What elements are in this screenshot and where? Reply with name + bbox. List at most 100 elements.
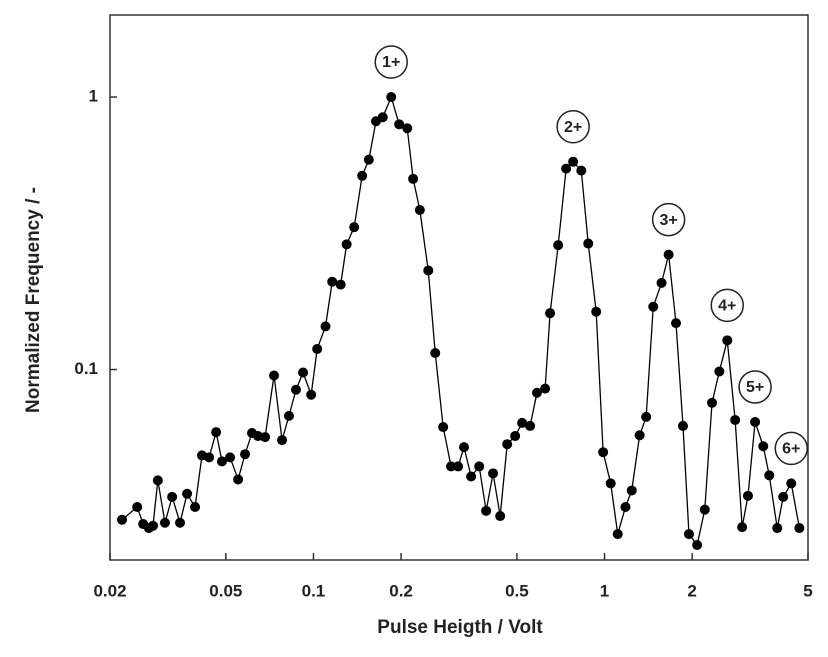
- data-point: [502, 439, 513, 450]
- annotation-circle: [774, 431, 809, 466]
- data-point: [553, 240, 564, 251]
- data-point: [786, 478, 797, 489]
- x-tick-label: 5: [803, 581, 812, 600]
- annotation-circle: [738, 370, 772, 404]
- data-point: [459, 442, 470, 453]
- data-point: [648, 301, 659, 312]
- data-point: [269, 370, 280, 381]
- data-point: [772, 523, 783, 534]
- data-point: [474, 461, 485, 472]
- data-point: [540, 383, 551, 394]
- data-point: [764, 470, 775, 481]
- annotation-circle: [651, 202, 686, 237]
- data-point: [167, 491, 178, 502]
- data-point: [561, 163, 572, 174]
- data-point: [510, 431, 521, 442]
- annotation: 5+: [746, 379, 764, 396]
- x-tick-label: 0.2: [389, 581, 413, 600]
- data-point: [233, 474, 244, 485]
- data-point: [466, 471, 477, 482]
- data-point: [394, 119, 405, 130]
- x-tick-label: 2: [687, 581, 696, 600]
- data-point: [277, 435, 288, 446]
- data-point: [517, 417, 528, 428]
- data-point: [414, 204, 425, 215]
- data-point: [750, 416, 761, 427]
- annotation: 6+: [782, 441, 800, 458]
- data-point: [671, 318, 682, 329]
- x-tick-label: 0.5: [505, 581, 529, 600]
- data-point: [794, 523, 805, 534]
- annotation-circle: [556, 109, 590, 144]
- data-point: [488, 468, 499, 479]
- data-point: [568, 156, 579, 167]
- data-point: [677, 420, 688, 431]
- data-point: [591, 306, 602, 317]
- data-point: [605, 478, 616, 489]
- data-point: [692, 540, 703, 551]
- data-point: [683, 529, 694, 540]
- data-point: [730, 414, 741, 425]
- data-point: [531, 387, 542, 398]
- data-line: [121, 95, 801, 547]
- x-tick-label: 0.05: [209, 581, 242, 600]
- annotation: 3+: [659, 212, 677, 229]
- data-point: [656, 277, 667, 288]
- y-axis-label: Normalized Frequency / -: [23, 187, 44, 413]
- data-point: [453, 461, 464, 472]
- data-point: [190, 501, 201, 512]
- data-point: [576, 165, 587, 176]
- data-point: [626, 485, 637, 496]
- data-point: [204, 452, 215, 463]
- annotation: 4+: [718, 298, 736, 315]
- data-point: [290, 384, 301, 395]
- data-point: [423, 265, 434, 276]
- data-point: [283, 410, 294, 421]
- data-point: [377, 112, 388, 123]
- data-point: [641, 411, 652, 422]
- data-point: [182, 488, 193, 499]
- data-point: [722, 335, 733, 346]
- data-point: [612, 529, 623, 540]
- data-point: [260, 432, 271, 443]
- data-point: [147, 520, 158, 531]
- data-point: [357, 170, 368, 181]
- data-point: [438, 422, 449, 433]
- x-tick-label: 0.1: [302, 581, 326, 600]
- data-point: [386, 92, 397, 103]
- data-point: [211, 427, 222, 438]
- data-point: [525, 420, 536, 431]
- data-point: [306, 389, 317, 400]
- data-point: [707, 397, 718, 408]
- data-point: [742, 490, 753, 501]
- data-point: [583, 238, 594, 249]
- annotation-circle: [374, 45, 408, 79]
- data-point: [335, 279, 346, 290]
- data-point: [446, 461, 457, 472]
- data-point: [778, 491, 789, 502]
- data-point: [327, 276, 338, 287]
- annotation-circle: [710, 288, 745, 323]
- data-point: [152, 475, 163, 486]
- data-point: [620, 501, 631, 512]
- data-point: [402, 123, 413, 134]
- data-point: [320, 321, 331, 332]
- data-point: [349, 222, 360, 233]
- y-tick-label: 0.1: [74, 359, 98, 378]
- x-axis-label: Pulse Heigth / Volt: [377, 617, 543, 638]
- data-point: [240, 449, 251, 460]
- data-point: [132, 501, 143, 512]
- x-tick-label: 0.02: [93, 581, 126, 600]
- data-point: [175, 517, 186, 528]
- annotation: 1+: [382, 54, 400, 71]
- data-point: [598, 447, 609, 458]
- data-point: [758, 441, 769, 452]
- data-point: [225, 452, 236, 463]
- plot-frame: [109, 14, 809, 561]
- data-point: [737, 522, 748, 533]
- data-point: [545, 308, 556, 319]
- data-point: [117, 514, 128, 525]
- data-point: [634, 430, 645, 441]
- data-point: [495, 511, 506, 522]
